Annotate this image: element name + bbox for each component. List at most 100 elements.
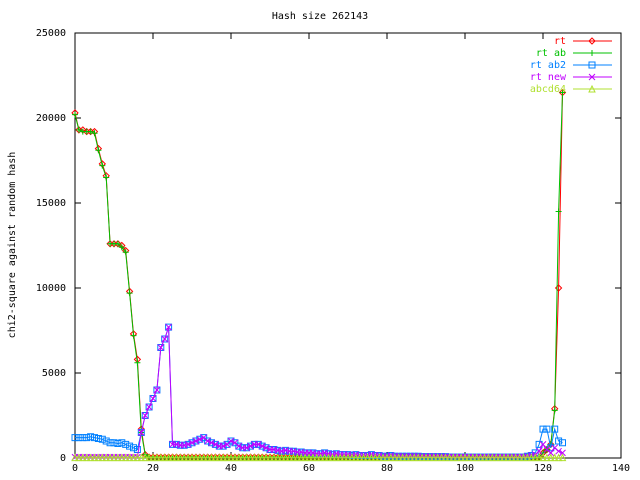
data-point — [117, 453, 126, 462]
data-point — [433, 453, 442, 462]
data-point — [305, 453, 313, 462]
data-point — [555, 437, 563, 445]
data-point — [543, 425, 551, 433]
data-point — [91, 130, 98, 137]
legend-label: abcd64 — [530, 84, 566, 95]
data-point — [383, 453, 391, 462]
data-point — [422, 453, 430, 462]
data-point — [114, 453, 122, 462]
data-point — [558, 453, 567, 462]
data-point — [270, 453, 278, 462]
data-point — [535, 447, 543, 455]
data-point — [223, 453, 231, 462]
data-point — [172, 453, 181, 462]
data-point — [492, 453, 501, 462]
data-point — [231, 453, 239, 462]
x-tick-label: 120 — [534, 463, 552, 474]
data-point — [445, 453, 454, 462]
data-point — [114, 240, 121, 247]
data-point — [402, 453, 411, 462]
data-point — [344, 453, 352, 462]
data-point — [277, 453, 286, 462]
data-point — [555, 447, 562, 455]
data-point — [145, 403, 153, 411]
data-point — [511, 453, 520, 462]
data-point — [188, 439, 196, 447]
data-point — [234, 453, 243, 462]
data-point — [546, 453, 555, 462]
data-point — [262, 453, 270, 462]
data-point — [321, 449, 328, 457]
data-point — [398, 453, 407, 462]
data-point — [559, 89, 566, 96]
data-point — [122, 440, 130, 448]
data-point — [270, 446, 278, 453]
data-point — [208, 439, 215, 447]
data-point — [468, 453, 477, 462]
data-point — [94, 453, 103, 462]
data-point — [316, 453, 325, 462]
x-tick-label: 40 — [225, 463, 237, 474]
data-point — [161, 335, 169, 343]
data-point — [274, 446, 282, 454]
data-point — [149, 453, 157, 462]
data-point — [149, 395, 157, 402]
data-point — [192, 453, 200, 462]
data-point — [363, 453, 372, 462]
data-point — [215, 453, 224, 462]
data-point — [121, 453, 130, 462]
data-point — [289, 453, 298, 462]
data-point — [441, 453, 450, 462]
data-point — [102, 437, 110, 445]
data-point — [282, 446, 289, 454]
legend-label: rt new — [530, 72, 567, 83]
data-point — [555, 208, 562, 215]
legend-label: rt ab — [536, 48, 566, 59]
data-point — [285, 453, 294, 462]
data-point — [507, 453, 516, 462]
data-point — [465, 453, 473, 462]
data-point — [449, 453, 458, 462]
data-point — [328, 453, 337, 462]
data-point — [461, 453, 469, 462]
data-point — [539, 441, 547, 448]
data-point — [247, 442, 254, 450]
data-point — [196, 435, 204, 443]
data-point — [523, 453, 532, 462]
data-point — [457, 453, 465, 462]
data-point — [227, 437, 235, 445]
data-point — [547, 449, 555, 457]
y-axis-label: chi2-square against random hash — [7, 152, 18, 339]
chart-title: Hash size 262143 — [272, 11, 368, 22]
data-point — [204, 437, 211, 445]
data-point — [184, 441, 192, 448]
data-point — [535, 453, 543, 462]
y-tick-label: 25000 — [36, 28, 66, 39]
data-point — [324, 453, 333, 462]
data-point — [387, 453, 395, 462]
data-point — [297, 453, 306, 462]
x-tick-label: 140 — [612, 463, 630, 474]
data-point — [126, 290, 133, 297]
data-point — [258, 453, 267, 462]
data-point — [367, 453, 376, 462]
data-point — [309, 449, 317, 457]
data-point — [531, 453, 540, 462]
data-point — [211, 453, 220, 462]
x-tick-label: 80 — [381, 463, 393, 474]
data-point — [212, 441, 219, 448]
legend-marker — [588, 73, 596, 81]
data-point — [293, 453, 302, 462]
data-point — [414, 453, 423, 462]
data-point — [488, 453, 497, 462]
data-point — [153, 453, 161, 462]
x-tick-label: 60 — [303, 463, 315, 474]
data-point — [340, 453, 348, 462]
data-point — [87, 128, 94, 135]
data-point — [203, 453, 212, 462]
data-point — [141, 412, 149, 419]
data-point — [504, 453, 512, 462]
data-point — [273, 453, 282, 462]
data-point — [87, 433, 95, 441]
data-point — [472, 453, 481, 462]
